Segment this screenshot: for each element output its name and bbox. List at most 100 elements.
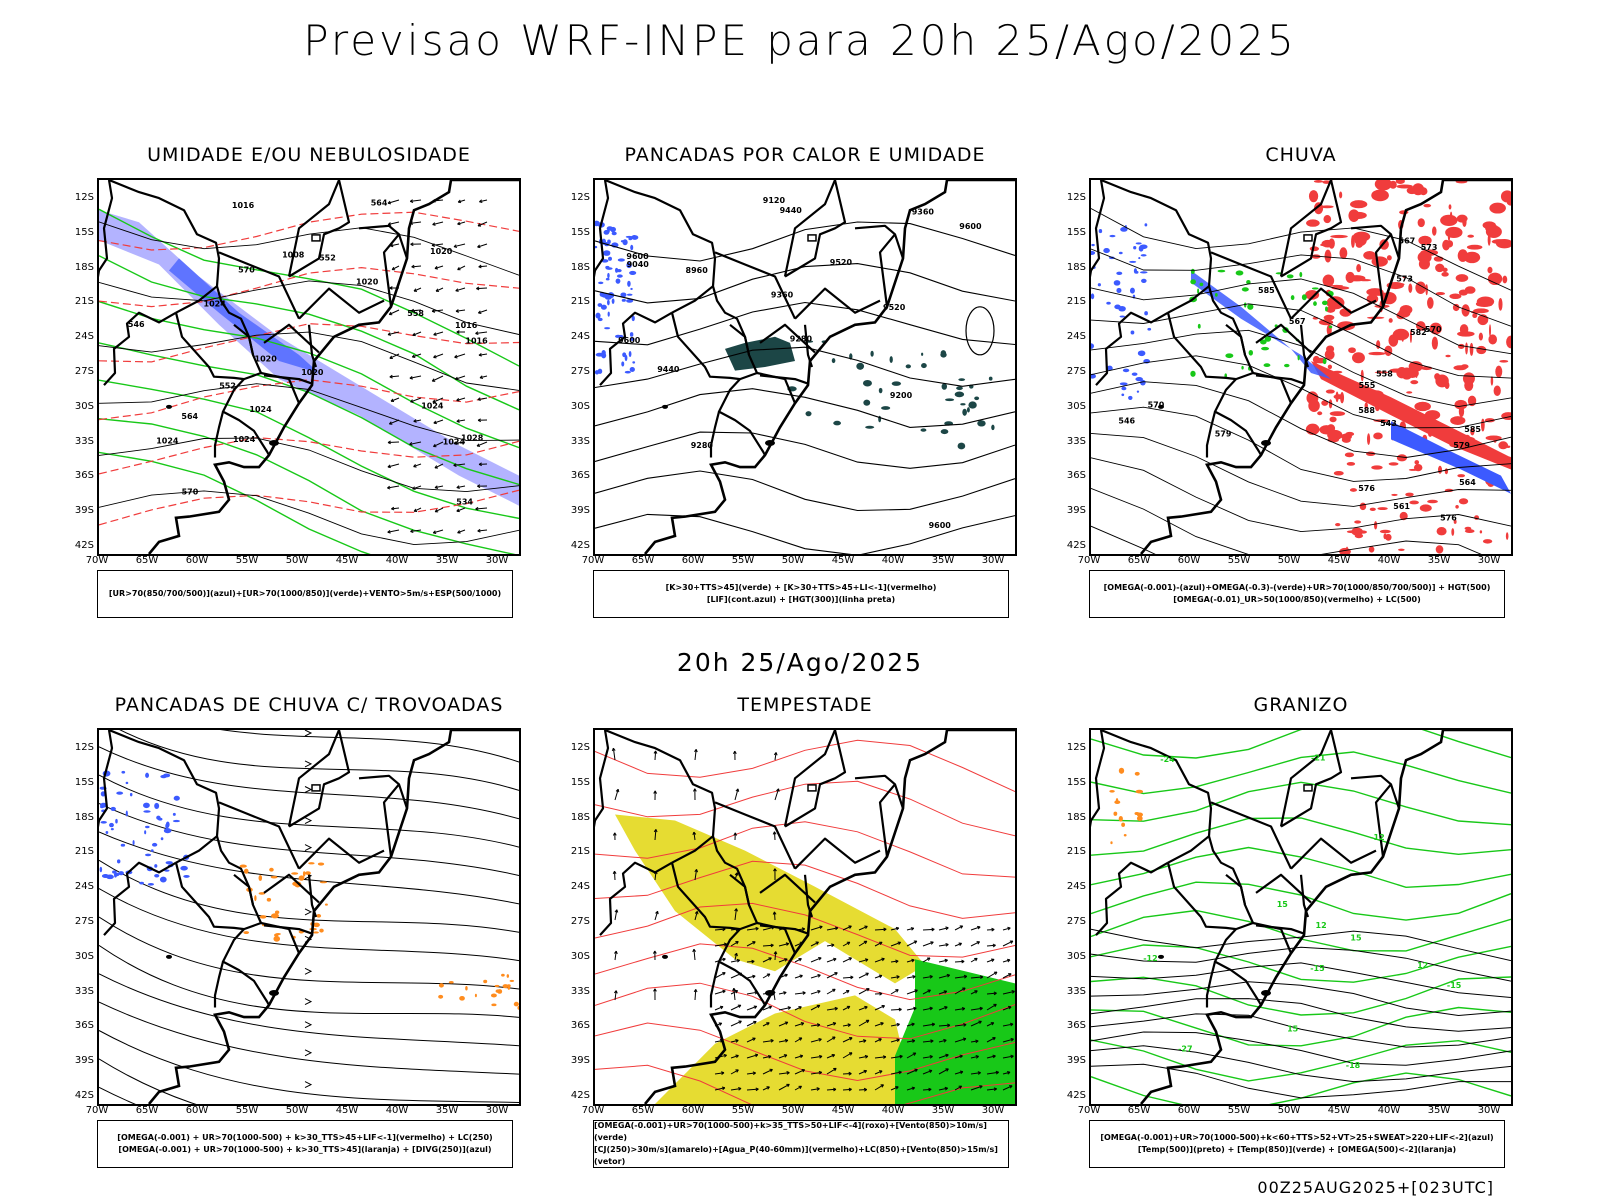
contour-label: 1024 [421,402,444,411]
lon-tick-label: 50W [285,1105,309,1116]
contour-label: 9600 [618,336,641,345]
contour-label: 9360 [912,208,935,217]
lat-tick-label: 27S [1066,916,1086,927]
legend-line: [OMEGA(-0.001) + UR>70(1000-500) + k>30_… [117,1133,493,1142]
lat-tick-label: 36S [570,1020,590,1032]
border-line [103,311,177,386]
lat-tick-label: 24S [570,331,590,343]
lat-tick-label: 12S [570,192,590,203]
border-line [878,233,896,307]
legend-pancadas-trovoadas: [OMEGA(-0.001) + UR>70(1000-500) + k>30_… [97,1120,513,1168]
border-line [382,783,400,857]
lat-tick-label: 42S [1066,540,1086,551]
border-line [233,323,255,356]
lat-tick-label: 12S [74,192,94,203]
map-svg-pancadas-trovoadas [99,730,519,1104]
contour-label: 9520 [883,303,906,312]
border-line [759,873,816,904]
lat-tick-label: 33S [74,435,94,447]
border-line [670,312,741,381]
lon-tick-label: 70W [1077,555,1101,566]
map-panel-pancadas-calor: 9600 9440 9520 9600 9600 9600 9440 9520 9360 9360… [593,178,1017,556]
lat-tick-label: 30S [1066,950,1086,962]
contour-label: 1016 [455,321,478,330]
lat-tick-label: 24S [1066,331,1086,343]
contour-label: 564 [181,412,198,421]
contour-label: 9600 [626,252,649,261]
border-line [1374,233,1392,307]
lon-tick-label: 70W [1077,1105,1101,1116]
contour-label: 12 [1316,921,1327,930]
contour-label: 552 [219,381,236,390]
border-line [1095,311,1169,386]
coastline [1139,730,1511,1104]
border-line [1091,730,1106,822]
contour-label: 12 [1417,961,1428,970]
lon-tick-label: 35W [931,555,955,566]
lat-tick-label: 30S [74,950,94,962]
contour-label: 9520 [830,258,853,267]
contour-label: 9200 [890,391,913,400]
lon-tick-label: 65W [631,555,655,566]
lon-tick-label: 45W [1327,555,1351,566]
lon-tick-label: 50W [781,1105,805,1116]
lat-tick-label: 18S [570,811,590,823]
lat-tick-label: 12S [74,742,94,753]
contour-label: 570 [1425,325,1442,334]
map-svg-granizo: -12 -15 -12 -15 -18 -21 -24 -27 12 15 15 15 12 [1091,730,1511,1104]
lat-tick-label: 39S [570,1055,590,1067]
lon-tick-label: 60W [1177,1105,1201,1116]
contour-label: 588 [1358,406,1375,415]
lat-tick-label: 18S [570,261,590,273]
lon-tick-label: 60W [681,1105,705,1116]
border-line [1225,323,1247,356]
lon-tick-label: 40W [881,555,905,566]
contour-label: 9360 [771,291,794,300]
lat-tick-label: 42S [570,540,590,551]
border-line [1095,861,1169,936]
lat-tick-label: 12S [1066,742,1086,753]
border-line [287,730,341,827]
lat-tick-label: 30S [74,400,94,412]
lat-tick-label: 30S [570,950,590,962]
contour-label: 1016 [465,337,488,346]
lon-tick-label: 40W [1377,555,1401,566]
contour-label: 573 [1396,275,1413,284]
border-line [99,730,114,822]
border-line [1255,323,1312,354]
contour-label: 561 [1393,502,1410,511]
lat-tick-label: 36S [570,470,590,482]
map-svg-umidade: 5701016102010161020102810245641024102010… [99,180,519,554]
border-line [1350,224,1401,259]
contour-label: 8960 [686,266,709,275]
contour-label: 585 [1464,425,1481,434]
lon-tick-label: 35W [435,555,459,566]
lon-tick-label: 60W [1177,555,1201,566]
border-line [298,837,385,870]
contour-label: 567 [1289,317,1306,326]
contour-label: -18 [1346,1061,1361,1070]
contour-label: 1020 [301,368,324,377]
lat-tick-label: 21S [1066,846,1086,858]
lon-tick-label: 55W [235,555,259,566]
border-line [263,873,320,904]
border-line [358,774,409,809]
lat-tick-label: 21S [570,846,590,858]
border-line [1100,730,1262,1006]
contour-label: 567 [1399,236,1416,245]
border-line [1290,837,1377,870]
contour-label: 9280 [790,335,813,344]
border-line [1252,921,1293,954]
border-line [1279,730,1333,827]
lat-tick-label: 39S [1066,1055,1086,1067]
border-line [709,411,721,458]
lat-tick-label: 12S [570,742,590,753]
border-line [1252,371,1293,404]
legend-line: [OMEGA(-0.001) + UR>70(1000-500) + k>30_… [118,1145,492,1154]
contour-label: 1020 [430,247,453,256]
lon-tick-label: 55W [731,555,755,566]
coastline [147,730,519,1104]
contour-label: 579 [1215,429,1232,438]
border-line [213,961,225,1008]
lon-tick-label: 45W [831,555,855,566]
